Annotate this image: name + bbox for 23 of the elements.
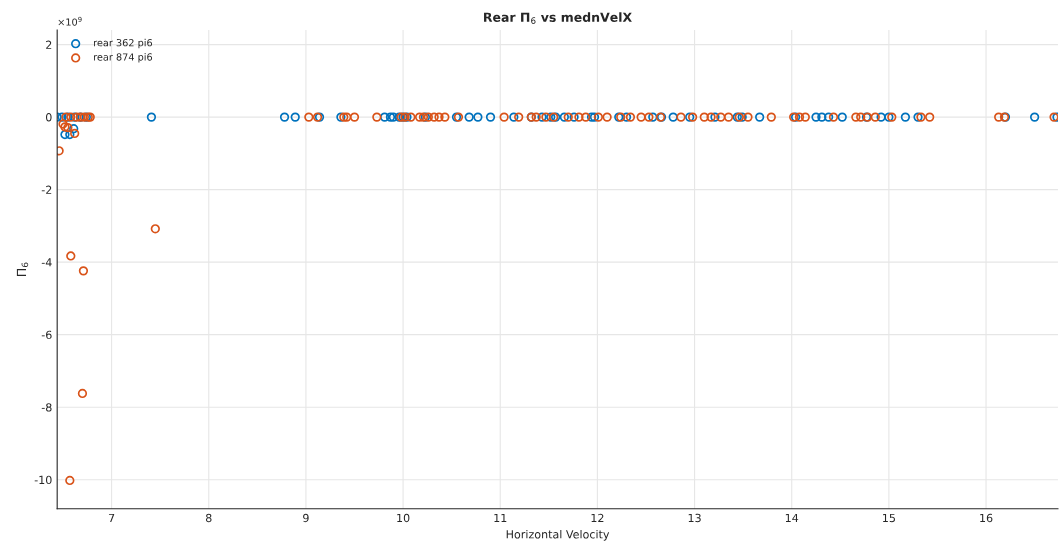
legend-label: rear 362 pi6 [94,38,153,49]
x-axis-title: Horizontal Velocity [506,529,610,541]
y-tick-label: -4 [41,258,52,267]
y-tick-label: 2 [46,40,52,49]
x-tick-label: 9 [303,513,309,523]
y-tick-label: 0 [45,113,52,122]
legend-label: rear 874 pi6 [94,53,153,63]
chart-title: Rear Π$_{6}$ vs mednVelX [484,12,632,24]
y-axis-title: Π$_{6}$ [16,262,29,276]
x-tick-label: 12 [591,513,604,523]
x-tick-label: 16 [980,513,993,523]
y-tick-label: -2 [41,185,52,194]
y-tick-label: -8 [41,403,52,412]
x-tick-label: 7 [108,513,115,523]
x-tick-label: 11 [494,513,507,523]
y-tick-label: -6 [41,330,52,340]
x-tick-label: 15 [883,513,895,523]
y-tick-label: -10 [34,475,52,485]
x-tick-label: 8 [205,513,212,523]
x-tick-label: 10 [397,513,410,523]
x-tick-label: 13 [688,513,701,523]
text: ×10$^{9}$ [58,16,82,26]
x-tick-label: 14 [785,513,799,523]
